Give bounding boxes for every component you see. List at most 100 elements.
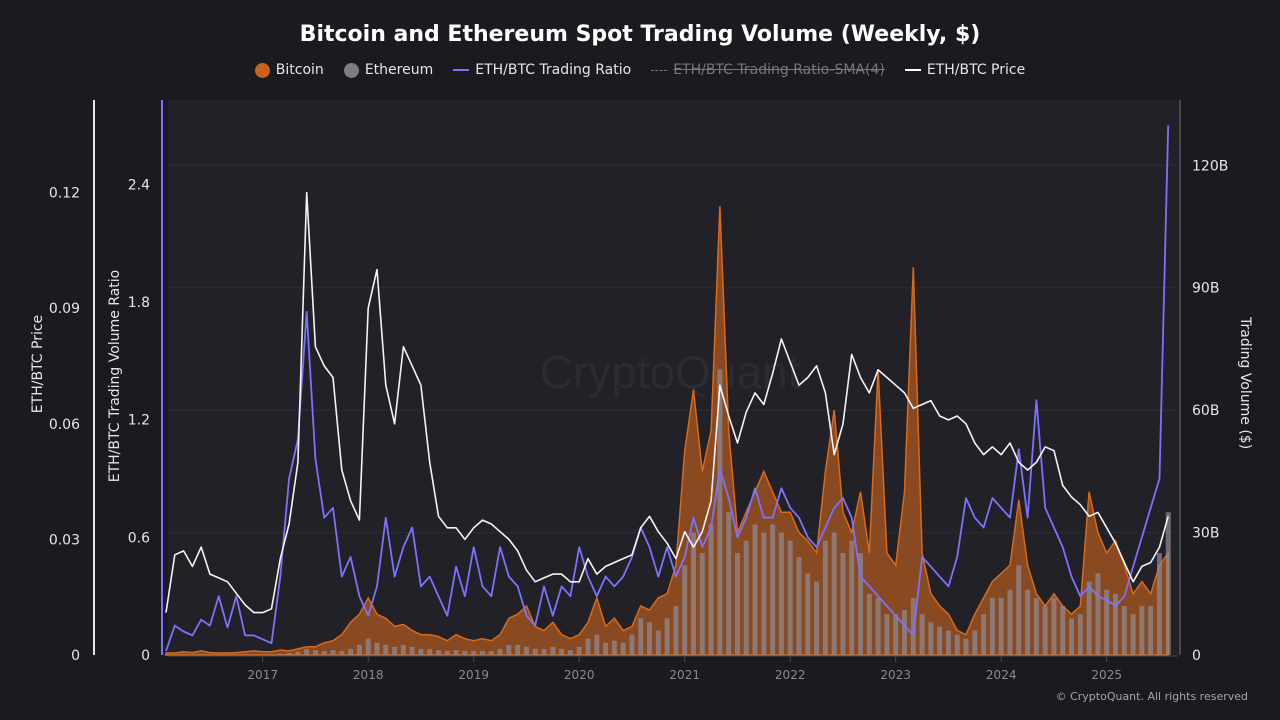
price-line — [165, 191, 1169, 614]
ethereum-bar — [814, 581, 820, 655]
ethereum-bar — [383, 644, 389, 655]
ethereum-bar — [893, 614, 899, 655]
ethereum-bar — [1051, 597, 1057, 655]
ethereum-series — [163, 369, 1171, 655]
ethereum-bar — [629, 634, 635, 655]
ethereum-bar — [937, 626, 943, 655]
legend-label: ETH/BTC Trading Ratio — [475, 62, 632, 78]
ethereum-bar — [400, 644, 406, 655]
volume-tick-label: 0 — [1192, 648, 1201, 664]
ethereum-bar — [312, 650, 318, 655]
legend-item-price[interactable]: ETH/BTC Price — [904, 62, 1026, 78]
x-tick-label: 2021 — [669, 668, 700, 682]
ethereum-bar — [1121, 606, 1127, 655]
legend-item-ratio[interactable]: ETH/BTC Trading Ratio — [453, 62, 631, 78]
x-tick-label: 2024 — [986, 668, 1017, 682]
ethereum-bar — [928, 622, 934, 655]
ethereum-bar — [1156, 552, 1162, 655]
ethereum-bar — [866, 593, 872, 655]
ethereum-bar — [708, 524, 714, 655]
ethereum-bar — [418, 648, 424, 655]
ethereum-bar — [506, 644, 512, 655]
ethereum-bar — [998, 597, 1004, 655]
ethereum-bar — [603, 642, 609, 655]
ethereum-bar — [330, 650, 336, 655]
ethereum-bar — [1033, 597, 1039, 655]
price-tick-label: 0.09 — [49, 301, 80, 317]
ethereum-bar — [875, 597, 881, 655]
ethereum-bar — [717, 369, 723, 655]
ethereum-bar — [1104, 589, 1110, 655]
ethereum-bar — [339, 650, 345, 655]
ethereum-bar — [901, 610, 907, 655]
ethereum-bar — [638, 618, 644, 655]
ethereum-bar — [1016, 565, 1022, 655]
ratio-line — [165, 125, 1170, 652]
legend-label: Bitcoin — [275, 62, 324, 78]
ethereum-bar — [699, 552, 705, 655]
ethereum-bar — [778, 532, 784, 655]
ethereum-bar — [770, 524, 776, 655]
volume-tick-label: 30B — [1192, 526, 1219, 542]
ethereum-bar — [1069, 618, 1075, 655]
ethereum-bar — [453, 650, 459, 655]
ratio-axis-label: ETH/BTC Trading Volume Ratio — [107, 269, 123, 483]
ethereum-bar — [559, 648, 565, 655]
price-axis-label: ETH/BTC Price — [30, 314, 46, 414]
x-tick-label: 2023 — [880, 668, 911, 682]
ethereum-bar — [1077, 614, 1083, 655]
ethereum-bar — [805, 573, 811, 655]
legend-item-ethereum[interactable]: Ethereum — [343, 62, 434, 78]
sma-dashed-line-icon — [651, 69, 668, 71]
ethereum-bar — [374, 642, 380, 655]
ethereum-bar — [576, 646, 582, 655]
x-tick-label: 2020 — [564, 668, 595, 682]
ethereum-bar — [1139, 606, 1145, 655]
ethereum-bar — [910, 597, 916, 655]
ethereum-bar — [348, 648, 354, 655]
x-tick-label: 2019 — [458, 668, 489, 682]
ethereum-bar — [1025, 589, 1031, 655]
axis-ticks: 0 30B 60B 90B 120B 0 0.6 1.2 1.8 2.4 0 0.03 0.06 0.09… — [49, 158, 1229, 682]
legend-item-bitcoin[interactable]: Bitcoin — [254, 62, 324, 78]
price-series — [165, 191, 1169, 614]
ethereum-bar — [198, 654, 204, 655]
price-tick-label: 0.12 — [49, 186, 80, 202]
ethereum-bar — [849, 540, 855, 655]
ethereum-bar — [690, 532, 696, 655]
ethereum-bar — [471, 650, 477, 655]
ethereum-bar — [1060, 606, 1066, 655]
ethereum-bar — [743, 540, 749, 655]
ethereum-bar — [515, 644, 521, 655]
ethereum-bar — [585, 638, 591, 655]
volume-tick-label: 60B — [1192, 403, 1219, 419]
ethereum-bar — [1112, 593, 1118, 655]
ethereum-bar — [858, 552, 864, 655]
legend-label: ETH/BTC Price — [926, 62, 1026, 78]
ethereum-bar — [479, 650, 485, 655]
legend-label: Ethereum — [364, 62, 434, 78]
ethereum-bar — [682, 565, 688, 655]
ratio-tick-label: 0 — [141, 648, 150, 664]
ethereum-bar — [488, 650, 494, 655]
ratio-tick-label: 1.8 — [128, 295, 150, 311]
ethereum-bar — [286, 652, 292, 655]
x-tick-label: 2022 — [775, 668, 806, 682]
ethereum-bar — [181, 654, 187, 655]
ethereum-bar — [1165, 512, 1171, 655]
ethereum-bar — [752, 524, 758, 655]
ethereum-bar — [822, 540, 828, 655]
bitcoin-series — [165, 206, 1169, 656]
x-tick-label: 2017 — [247, 668, 278, 682]
ratio-line-icon — [453, 69, 470, 71]
price-tick-label: 0 — [71, 648, 80, 664]
ethereum-bar — [664, 618, 670, 655]
ethereum-bar — [567, 650, 573, 655]
volume-tick-label: 90B — [1192, 281, 1219, 297]
ethereum-bar — [647, 622, 653, 655]
ethereum-bar — [444, 650, 450, 655]
legend-item-ratio-sma[interactable]: ETH/BTC Trading Ratio-SMA(4) — [651, 62, 885, 78]
ethereum-bar — [972, 630, 978, 655]
ethereum-bar — [436, 650, 442, 655]
